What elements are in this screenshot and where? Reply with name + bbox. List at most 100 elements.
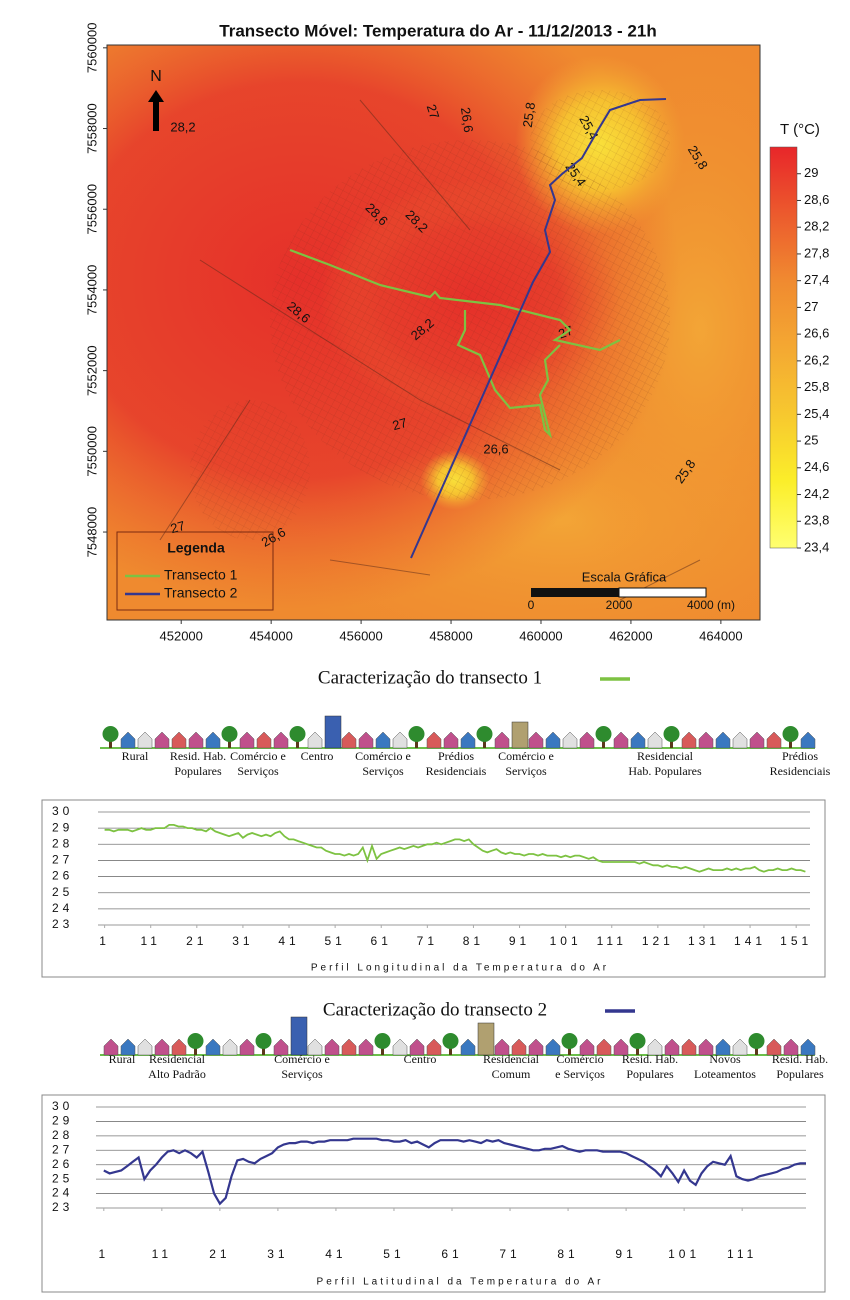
- y-tick-label: 7550000: [84, 426, 99, 477]
- icon-house: [393, 732, 407, 748]
- y-tick-label: 25: [52, 885, 73, 899]
- icon-house: [359, 732, 373, 748]
- icon-tree: [477, 726, 493, 742]
- y-tick-label: 29: [52, 820, 73, 834]
- y-tick-label: 7548000: [84, 507, 99, 558]
- x-tick-label: 61: [371, 934, 392, 948]
- zone-label: Prédios: [438, 749, 474, 763]
- x-tick-label: 11: [152, 1247, 172, 1261]
- x-tick-label: 71: [417, 934, 438, 948]
- colorbar-label: 25,4: [804, 406, 829, 421]
- chart-frame: [42, 800, 825, 977]
- zone-label: Resid. Hab.: [622, 1052, 678, 1066]
- x-tick-label: 31: [267, 1247, 288, 1261]
- series-line: [105, 825, 806, 872]
- icon-tree: [443, 1033, 459, 1049]
- icon-tree: [596, 726, 612, 742]
- x-tick-label: 11: [140, 934, 160, 948]
- y-tick-label: 7560000: [84, 23, 99, 74]
- chart-title: Caracterização do transecto 1: [318, 667, 542, 688]
- colorbar-label: 25,8: [804, 379, 829, 394]
- x-tick-label: 1: [98, 1247, 109, 1261]
- zone-label: Residenciais: [426, 764, 487, 778]
- colorbar-label: 27,8: [804, 245, 829, 260]
- scale-label: 4000 (m): [687, 598, 735, 612]
- x-tick-label: 41: [325, 1247, 346, 1261]
- y-tick-label: 27: [52, 1142, 73, 1156]
- colorbar-label: 24,2: [804, 486, 829, 501]
- colorbar-label: 26,2: [804, 352, 829, 367]
- x-tick-label: 91: [509, 934, 530, 948]
- zone-label: Resid. Hab.: [772, 1052, 828, 1066]
- zone-label: Loteamentos: [694, 1067, 756, 1081]
- scale-title: Escala Gráfica: [582, 569, 667, 584]
- zone-label: Centro: [301, 749, 334, 763]
- colorbar-label: 24,6: [804, 459, 829, 474]
- zone-label: Comércio: [556, 1052, 603, 1066]
- zone-label: Serviços: [362, 764, 404, 778]
- y-tick-label: 28: [52, 836, 73, 850]
- colorbar-label: 26,6: [804, 326, 829, 341]
- y-tick-label: 7552000: [84, 345, 99, 396]
- x-tick-label: 61: [441, 1247, 462, 1261]
- icon-house: [733, 732, 747, 748]
- colorbar-label: 29: [804, 165, 818, 180]
- icon-house: [461, 1039, 475, 1055]
- x-tick-label: 131: [688, 934, 720, 948]
- zone-label: Residencial: [149, 1052, 206, 1066]
- y-tick-label: 26: [52, 1157, 73, 1171]
- y-tick-label: 7558000: [84, 103, 99, 154]
- icon-house: [648, 732, 662, 748]
- icon-house: [427, 732, 441, 748]
- legend-title: Legenda: [167, 540, 225, 556]
- icon-building: [512, 722, 528, 748]
- icon-house: [189, 732, 203, 748]
- x-tick-label: 71: [499, 1247, 520, 1261]
- zone-label: Populares: [776, 1067, 824, 1081]
- icon-tree: [290, 726, 306, 742]
- legend-label: Transecto 2: [164, 585, 238, 601]
- map-title: Transecto Móvel: Temperatura do Ar - 11/…: [219, 21, 656, 40]
- icon-tree: [256, 1033, 272, 1049]
- y-tick-label: 30: [52, 804, 73, 818]
- icon-house: [767, 732, 781, 748]
- zone-label: Residenciais: [770, 764, 831, 778]
- colorbar-label: 23,4: [804, 539, 829, 554]
- icon-tree: [188, 1033, 204, 1049]
- icon-house: [682, 732, 696, 748]
- scale-label: 0: [528, 598, 535, 612]
- zone-label: Residencial: [637, 749, 694, 763]
- icon-tree: [664, 726, 680, 742]
- zone-label: e Serviços: [555, 1067, 605, 1081]
- icon-house: [631, 732, 645, 748]
- icon-house: [563, 732, 577, 748]
- zone-label: Serviços: [237, 764, 279, 778]
- icon-building: [478, 1023, 494, 1055]
- x-tick-label: 141: [734, 934, 766, 948]
- icon-house: [172, 732, 186, 748]
- colorbar-label: 27,4: [804, 272, 829, 287]
- icon-house: [121, 732, 135, 748]
- legend-label: Transecto 1: [164, 567, 238, 583]
- x-axis-label: Perfil Longitudinal da Temperatura do Ar: [311, 963, 609, 974]
- scale-label: 2000: [606, 598, 633, 612]
- zone-label: Comércio e: [498, 749, 554, 763]
- x-tick-label: 462000: [609, 628, 652, 643]
- x-tick-label: 81: [557, 1247, 578, 1261]
- zone-label: Rural: [109, 1052, 136, 1066]
- x-tick-label: 464000: [699, 628, 742, 643]
- zone-label: Hab. Populares: [628, 764, 702, 778]
- colorbar-label: 23,8: [804, 513, 829, 528]
- y-tick-label: 26: [52, 869, 73, 883]
- icon-house: [461, 732, 475, 748]
- chart-title: Caracterização do transecto 2: [323, 999, 547, 1020]
- contour-label: 28,2: [170, 119, 195, 134]
- x-tick-label: 151: [780, 934, 812, 948]
- x-tick-label: 111: [727, 1247, 757, 1261]
- icon-house: [274, 732, 288, 748]
- icon-house: [342, 732, 356, 748]
- zone-label: Prédios: [782, 749, 818, 763]
- x-tick-label: 454000: [249, 628, 292, 643]
- map-surface: [0, 0, 850, 680]
- y-tick-label: 30: [52, 1099, 73, 1113]
